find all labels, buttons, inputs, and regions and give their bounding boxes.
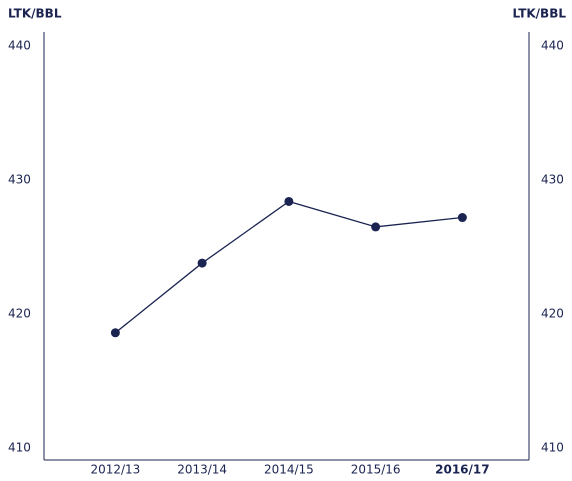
line (114, 200, 463, 334)
x-tick-label: 2014/15 (264, 463, 314, 477)
x-tick-label: 2013/14 (177, 463, 227, 477)
point (284, 196, 294, 206)
y-tick-label: 440 (8, 39, 31, 53)
x-tick-label: 2016/17 (435, 463, 489, 477)
y2-axis-label: LTK/BBL (513, 7, 567, 21)
y2-tick-label: 410 (541, 441, 564, 455)
point (457, 213, 467, 223)
y-tick-label: 410 (8, 441, 31, 455)
y2-tick-label: 420 (541, 307, 564, 321)
y2-tick-label: 430 (541, 173, 564, 187)
x-tick-label: 2015/16 (351, 463, 401, 477)
x-tick-label: 2012/13 (90, 463, 140, 477)
y-tick-label: 430 (8, 173, 31, 187)
point (371, 222, 381, 232)
y2-tick-label: 440 (541, 39, 564, 53)
point (110, 328, 120, 338)
point (197, 258, 207, 268)
y-tick-label: 420 (8, 307, 31, 321)
y-axis-label: LTK/BBL (8, 7, 62, 21)
